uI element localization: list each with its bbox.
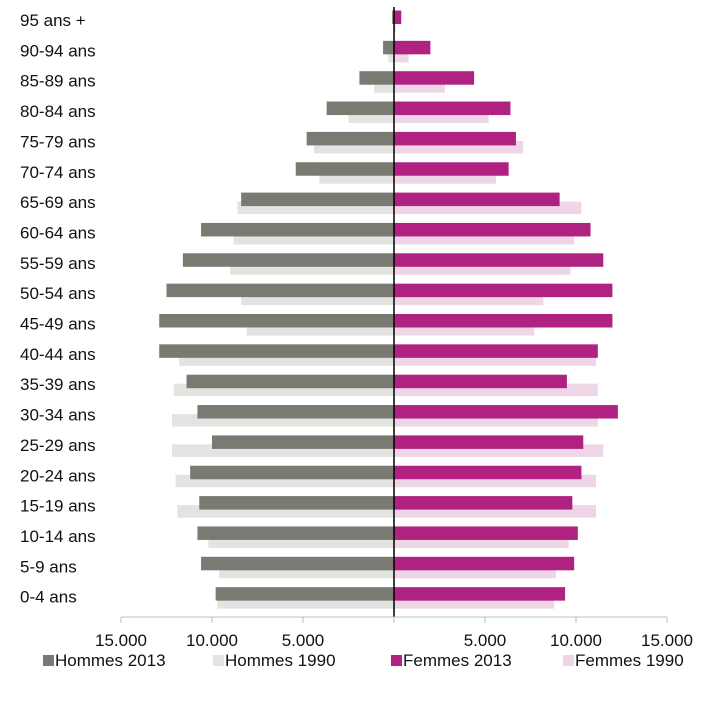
category-label: 70-74 ans bbox=[20, 163, 96, 182]
category-label: 65-69 ans bbox=[20, 193, 96, 212]
bar-hommes-2013 bbox=[306, 131, 394, 146]
bar-hommes-2013 bbox=[201, 222, 394, 237]
x-tick-label: 5.000 bbox=[464, 631, 507, 650]
bar-femmes-2013 bbox=[394, 162, 509, 176]
category-label: 45-49 ans bbox=[20, 315, 96, 334]
bar-hommes-2013 bbox=[159, 344, 394, 358]
x-tick-label: 10.000 bbox=[550, 631, 602, 650]
bar-hommes-2013 bbox=[190, 465, 394, 480]
bar-femmes-2013 bbox=[394, 587, 566, 601]
bar-hommes-2013 bbox=[215, 587, 394, 601]
legend-label: Femmes 2013 bbox=[403, 651, 512, 670]
category-label: 55-59 ans bbox=[20, 254, 96, 273]
category-label: 30-34 ans bbox=[20, 406, 96, 425]
category-label: 75-79 ans bbox=[20, 132, 96, 151]
bar-femmes-2013 bbox=[394, 405, 618, 419]
category-label: 20-24 ans bbox=[20, 466, 96, 485]
x-tick-label: 5.000 bbox=[282, 631, 325, 650]
bar-hommes-2013 bbox=[212, 435, 394, 449]
bar-femmes-2013 bbox=[394, 435, 584, 449]
bar-femmes-2013 bbox=[394, 344, 598, 358]
bar-hommes-2013 bbox=[197, 405, 394, 419]
bar-femmes-2013 bbox=[394, 222, 591, 237]
bar-femmes-2013 bbox=[394, 192, 560, 207]
bar-hommes-2013 bbox=[383, 40, 394, 55]
bar-femmes-2013 bbox=[394, 314, 613, 328]
legend-swatch bbox=[391, 655, 402, 666]
legend-swatch bbox=[563, 655, 574, 666]
category-label: 80-84 ans bbox=[20, 102, 96, 121]
x-tick-label: 15.000 bbox=[95, 631, 147, 650]
category-label: 15-19 ans bbox=[20, 497, 96, 516]
category-label: 40-44 ans bbox=[20, 345, 96, 364]
bars-group bbox=[159, 10, 618, 609]
bar-hommes-2013 bbox=[199, 496, 394, 510]
bar-hommes-2013 bbox=[295, 162, 394, 176]
bar-hommes-2013 bbox=[159, 314, 394, 328]
bar-femmes-2013 bbox=[394, 40, 431, 55]
bar-femmes-2013 bbox=[394, 556, 575, 571]
bar-hommes-1990 bbox=[388, 49, 394, 63]
bar-femmes-2013 bbox=[394, 374, 567, 389]
legend-swatch bbox=[43, 655, 54, 666]
legend-label: Hommes 2013 bbox=[55, 651, 166, 670]
bar-hommes-2013 bbox=[197, 526, 394, 540]
bar-femmes-2013 bbox=[394, 526, 578, 540]
category-label: 95 ans + bbox=[20, 11, 86, 30]
legend: Hommes 2013 Hommes 1990 Femmes 2013 Femmes … bbox=[43, 651, 684, 670]
category-label: 25-29 ans bbox=[20, 436, 96, 455]
bar-femmes-2013 bbox=[394, 253, 604, 267]
bar-hommes-2013 bbox=[182, 253, 394, 267]
x-tick-label: 15.000 bbox=[641, 631, 693, 650]
bar-hommes-2013 bbox=[186, 374, 394, 389]
bar-femmes-2013 bbox=[394, 496, 573, 510]
bar-femmes-2013 bbox=[394, 10, 402, 24]
category-label: 60-64 ans bbox=[20, 223, 96, 242]
legend-label: Femmes 1990 bbox=[575, 651, 684, 670]
category-label: 10-14 ans bbox=[20, 527, 96, 546]
bar-hommes-2013 bbox=[241, 192, 394, 207]
category-labels: 0-4 ans 5-9 ans 10-14 ans 15-19 ans 20-24 an… bbox=[20, 11, 96, 607]
bar-femmes-1990 bbox=[394, 19, 396, 32]
bar-hommes-2013 bbox=[359, 71, 394, 85]
category-label: 90-94 ans bbox=[20, 41, 96, 60]
legend-label: Hommes 1990 bbox=[225, 651, 336, 670]
bar-femmes-2013 bbox=[394, 71, 475, 85]
bar-hommes-2013 bbox=[326, 101, 394, 116]
category-label: 0-4 ans bbox=[20, 588, 77, 607]
category-label: 50-54 ans bbox=[20, 284, 96, 303]
bar-hommes-2013 bbox=[201, 556, 394, 571]
bar-femmes-2013 bbox=[394, 283, 613, 298]
category-label: 35-39 ans bbox=[20, 375, 96, 394]
legend-swatch bbox=[213, 655, 224, 666]
category-label: 85-89 ans bbox=[20, 72, 96, 91]
bar-femmes-2013 bbox=[394, 101, 511, 116]
bar-femmes-2013 bbox=[394, 131, 516, 146]
category-label: 5-9 ans bbox=[20, 557, 77, 576]
x-axis: 15.000 10.000 5.000 5.000 10.000 15.000 bbox=[95, 7, 693, 650]
x-tick-label: 10.000 bbox=[186, 631, 238, 650]
bar-hommes-2013 bbox=[392, 10, 394, 24]
bar-hommes-2013 bbox=[166, 283, 394, 298]
bar-femmes-2013 bbox=[394, 465, 582, 480]
